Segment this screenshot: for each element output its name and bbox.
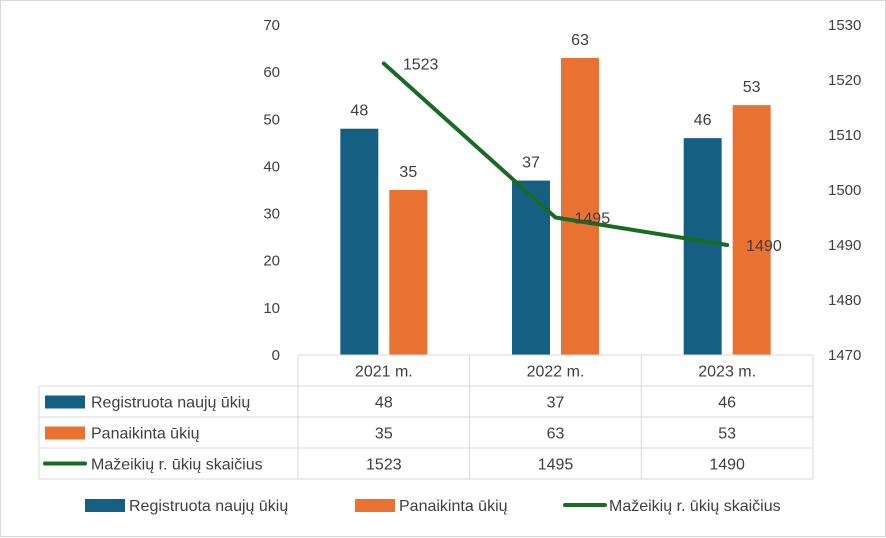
y-right-tick-label: 1500 [828,182,861,199]
y-left-tick-label: 40 [263,158,280,175]
table-cell-value: 63 [547,426,565,443]
category-label: 2022 m. [527,364,585,381]
bar-data-label: 46 [694,112,712,129]
bar [683,138,722,355]
table-series-name: Registruota naujų ūkių [91,395,250,412]
y-right-tick-label: 1470 [828,347,861,364]
y-left-tick-label: 10 [263,300,280,317]
legend-key [355,499,395,512]
bar-data-label: 48 [350,103,368,120]
y-left-tick-label: 70 [263,17,280,34]
y-left-tick-label: 60 [263,64,280,81]
bar-data-label: 63 [571,32,589,49]
table-series-name: Mažeikių r. ūkių skaičius [91,457,263,474]
line-series [381,61,730,247]
bar-data-label: 37 [522,155,540,172]
y-right-tick-label: 1520 [828,72,861,89]
table-legend-key [45,395,85,409]
table-cell-value: 1523 [366,457,402,474]
table-cell-value: 35 [375,426,393,443]
table-series-name: Panaikinta ūkių [91,426,200,443]
table-legend-key [45,426,85,440]
bar-data-label: 53 [743,79,761,96]
y-left-tick-label: 0 [272,347,280,364]
y-left-tick-label: 50 [263,111,280,128]
legend-key [85,499,125,512]
line-data-label: 1523 [403,57,439,74]
bar-data-label: 35 [399,164,417,181]
y-right-tick-label: 1490 [828,237,861,254]
table-cell-value: 37 [547,395,565,412]
category-label: 2023 m. [698,364,756,381]
table-cell-value: 46 [718,395,736,412]
y-left-tick-label: 30 [263,206,280,223]
y-right-tick-label: 1510 [828,127,861,144]
legend-entry: Registruota naujų ūkių [129,498,288,515]
line-data-label: 1495 [575,211,611,228]
legend-entry: Mažeikių r. ūkių skaičius [609,498,781,515]
y-right-tick-label: 1530 [828,17,861,34]
y-left-tick-label: 20 [263,253,280,270]
category-label: 2021 m. [355,364,413,381]
bar [340,128,379,355]
bar [389,190,428,355]
table-cell-value: 1495 [538,457,574,474]
bar [512,180,550,355]
table-cell-value: 1490 [709,457,745,474]
bar [561,58,599,355]
table-cell-value: 48 [375,395,393,412]
line-data-label: 1490 [746,238,782,255]
legend-entry: Panaikinta ūkių [399,498,508,515]
y-right-tick-label: 1480 [828,292,861,309]
bar [732,105,771,356]
table-cell-value: 53 [718,426,736,443]
